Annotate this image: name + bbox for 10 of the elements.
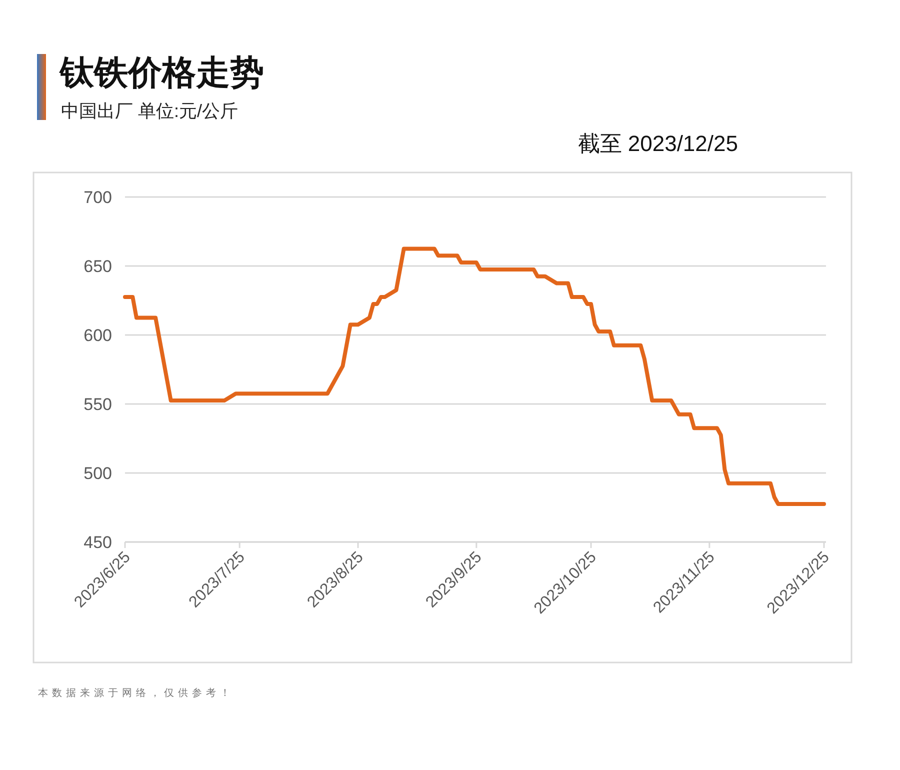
- annotation: 本数据来源于网络，仅供参考！: [38, 688, 234, 699]
- annotation: 截至 2023/12/25: [578, 131, 738, 156]
- y-tick-label: 550: [84, 395, 112, 414]
- y-tick-label: 650: [84, 257, 112, 276]
- y-tick-label: 450: [84, 533, 112, 552]
- y-tick-label: 700: [84, 188, 112, 207]
- subtitle: 中国出厂 单位:元/公斤: [61, 101, 238, 121]
- title: 钛铁价格走势: [60, 54, 264, 92]
- y-tick-label: 600: [84, 326, 112, 345]
- y-tick-label: 500: [84, 464, 112, 483]
